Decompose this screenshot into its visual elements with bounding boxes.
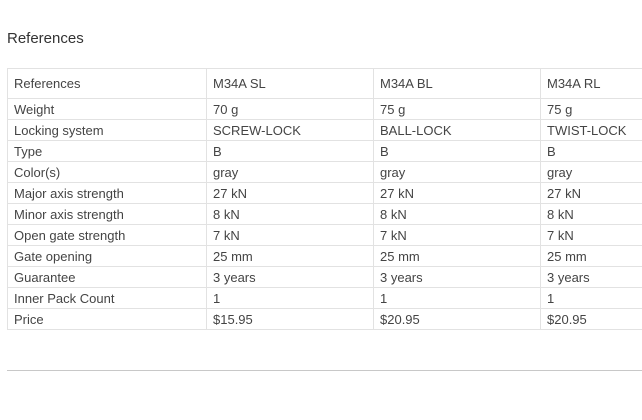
cell-value: 70 g: [206, 98, 374, 120]
cell-value: gray: [540, 161, 642, 183]
table-row: Color(s) gray gray gray: [7, 161, 642, 183]
cell-value: TWIST-LOCK: [540, 119, 642, 141]
table-row: Minor axis strength 8 kN 8 kN 8 kN: [7, 203, 642, 225]
cell-value: $15.95: [206, 308, 374, 330]
cell-value: $20.95: [540, 308, 642, 330]
cell-value: gray: [373, 161, 541, 183]
table-row: Weight 70 g 75 g 75 g: [7, 98, 642, 120]
row-label: Minor axis strength: [7, 203, 207, 225]
cell-value: M34A BL: [373, 68, 541, 99]
row-label: Gate opening: [7, 245, 207, 267]
cell-value: BALL-LOCK: [373, 119, 541, 141]
table-header-row: References M34A SL M34A BL M34A RL: [7, 68, 642, 99]
row-label: Inner Pack Count: [7, 287, 207, 309]
cell-value: B: [373, 140, 541, 162]
cell-value: M34A RL: [540, 68, 642, 99]
table-row: Guarantee 3 years 3 years 3 years: [7, 266, 642, 288]
table-row: Locking system SCREW-LOCK BALL-LOCK TWIST-L…: [7, 119, 642, 141]
divider: [7, 370, 642, 371]
cell-value: 27 kN: [373, 182, 541, 204]
cell-value: 3 years: [540, 266, 642, 288]
references-table: References M34A SL M34A BL M34A RL Weight 70 …: [7, 68, 642, 330]
cell-value: 27 kN: [540, 182, 642, 204]
table-row: Gate opening 25 mm 25 mm 25 mm: [7, 245, 642, 267]
cell-value: 8 kN: [206, 203, 374, 225]
row-label: Weight: [7, 98, 207, 120]
cell-value: 1: [373, 287, 541, 309]
cell-value: 8 kN: [373, 203, 541, 225]
table-row: Inner Pack Count 1 1 1: [7, 287, 642, 309]
cell-value: gray: [206, 161, 374, 183]
cell-value: B: [540, 140, 642, 162]
cell-value: M34A SL: [206, 68, 374, 99]
cell-value: 25 mm: [373, 245, 541, 267]
cell-value: SCREW-LOCK: [206, 119, 374, 141]
cell-value: 1: [540, 287, 642, 309]
cell-value: 25 mm: [540, 245, 642, 267]
cell-value: 7 kN: [540, 224, 642, 246]
row-label: Major axis strength: [7, 182, 207, 204]
cell-value: B: [206, 140, 374, 162]
cell-value: 3 years: [373, 266, 541, 288]
cell-value: 7 kN: [206, 224, 374, 246]
table-row: Price $15.95 $20.95 $20.95: [7, 308, 642, 330]
row-label: Guarantee: [7, 266, 207, 288]
cell-value: 27 kN: [206, 182, 374, 204]
row-label: Price: [7, 308, 207, 330]
row-label: Type: [7, 140, 207, 162]
cell-value: 7 kN: [373, 224, 541, 246]
section-title: References: [7, 30, 84, 47]
cell-value: 75 g: [540, 98, 642, 120]
row-label: Open gate strength: [7, 224, 207, 246]
cell-value: $20.95: [373, 308, 541, 330]
row-label: Color(s): [7, 161, 207, 183]
table-row: Major axis strength 27 kN 27 kN 27 kN: [7, 182, 642, 204]
cell-value: 3 years: [206, 266, 374, 288]
row-label: Locking system: [7, 119, 207, 141]
cell-value: 25 mm: [206, 245, 374, 267]
cell-value: 1: [206, 287, 374, 309]
table-row: Open gate strength 7 kN 7 kN 7 kN: [7, 224, 642, 246]
table-row: Type B B B: [7, 140, 642, 162]
cell-value: 8 kN: [540, 203, 642, 225]
row-label: References: [7, 68, 207, 99]
cell-value: 75 g: [373, 98, 541, 120]
